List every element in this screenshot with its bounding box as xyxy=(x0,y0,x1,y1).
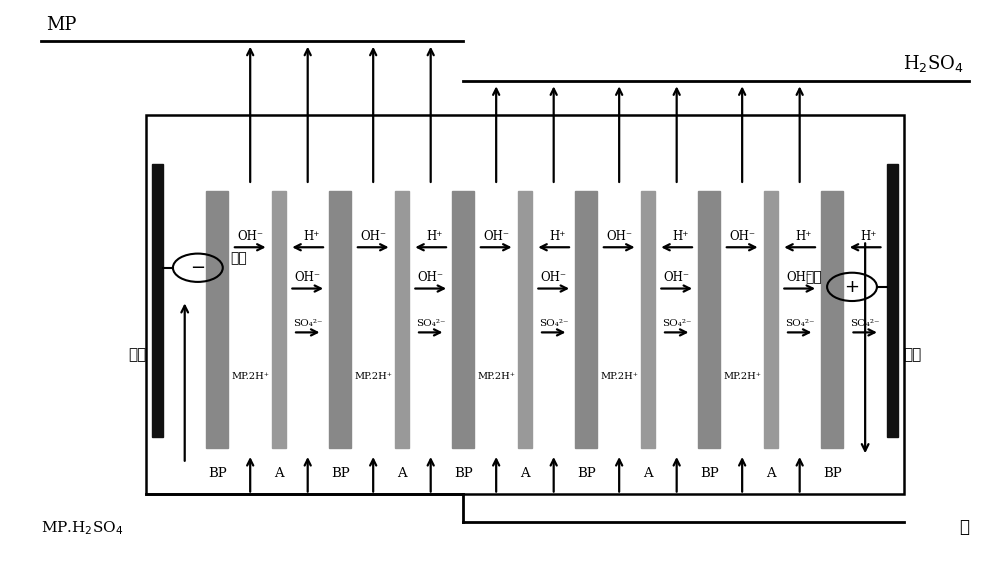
Text: A: A xyxy=(766,467,776,480)
Text: 极液: 极液 xyxy=(231,251,248,265)
Text: +: + xyxy=(845,278,860,296)
Text: BP: BP xyxy=(208,467,227,480)
Text: 水: 水 xyxy=(959,519,969,537)
Text: BP: BP xyxy=(700,467,719,480)
Text: 正极: 正极 xyxy=(903,348,921,362)
Text: H⁺: H⁺ xyxy=(861,230,877,243)
Text: OH⁻: OH⁻ xyxy=(360,230,386,243)
Text: OH⁻: OH⁻ xyxy=(483,230,509,243)
Text: H⁺: H⁺ xyxy=(672,230,689,243)
Text: H⁺: H⁺ xyxy=(549,230,566,243)
Text: OH⁻: OH⁻ xyxy=(664,271,690,284)
Text: A: A xyxy=(397,467,407,480)
Text: SO₄²⁻: SO₄²⁻ xyxy=(785,319,814,328)
Text: OH⁻: OH⁻ xyxy=(295,271,321,284)
Bar xyxy=(698,191,720,448)
Text: BP: BP xyxy=(577,467,596,480)
Text: H⁺: H⁺ xyxy=(795,230,812,243)
Text: MP: MP xyxy=(46,17,77,34)
Text: MP.2H⁺: MP.2H⁺ xyxy=(477,372,515,381)
Bar xyxy=(152,164,163,437)
Text: SO₄²⁻: SO₄²⁻ xyxy=(850,319,880,328)
Text: MP.2H⁺: MP.2H⁺ xyxy=(723,372,761,381)
Bar xyxy=(146,114,904,494)
Text: BP: BP xyxy=(331,467,350,480)
Text: OH⁻: OH⁻ xyxy=(418,271,444,284)
Text: A: A xyxy=(643,467,653,480)
Bar xyxy=(206,191,228,448)
Text: OH⁻: OH⁻ xyxy=(541,271,567,284)
Bar xyxy=(518,191,532,448)
Text: A: A xyxy=(520,467,530,480)
Bar xyxy=(887,164,898,437)
Text: OH⁻: OH⁻ xyxy=(237,230,263,243)
Bar xyxy=(272,191,286,448)
Text: 负极: 负极 xyxy=(129,348,147,362)
Text: SO₄²⁻: SO₄²⁻ xyxy=(662,319,691,328)
Text: A: A xyxy=(274,467,284,480)
Bar xyxy=(452,191,474,448)
Text: SO₄²⁻: SO₄²⁻ xyxy=(293,319,322,328)
Text: H⁺: H⁺ xyxy=(303,230,320,243)
Bar xyxy=(821,191,843,448)
Text: MP.H$_2$SO$_4$: MP.H$_2$SO$_4$ xyxy=(41,519,124,537)
Text: OH⁻: OH⁻ xyxy=(606,230,632,243)
Text: SO₄²⁻: SO₄²⁻ xyxy=(416,319,445,328)
Text: SO₄²⁻: SO₄²⁻ xyxy=(539,319,568,328)
Bar xyxy=(764,191,778,448)
Text: MP.2H⁺: MP.2H⁺ xyxy=(231,372,269,381)
Text: OH⁻: OH⁻ xyxy=(729,230,755,243)
Bar xyxy=(329,191,351,448)
Bar xyxy=(575,191,597,448)
Bar xyxy=(395,191,409,448)
Text: H$_2$SO$_4$: H$_2$SO$_4$ xyxy=(903,53,964,74)
Text: BP: BP xyxy=(823,467,842,480)
Text: −: − xyxy=(190,259,205,277)
Text: MP.2H⁺: MP.2H⁺ xyxy=(354,372,392,381)
Text: 极液: 极液 xyxy=(805,270,822,284)
Bar xyxy=(641,191,655,448)
Text: H⁺: H⁺ xyxy=(426,230,443,243)
Text: MP.2H⁺: MP.2H⁺ xyxy=(600,372,638,381)
Text: OH⁻: OH⁻ xyxy=(787,271,813,284)
Text: BP: BP xyxy=(454,467,473,480)
